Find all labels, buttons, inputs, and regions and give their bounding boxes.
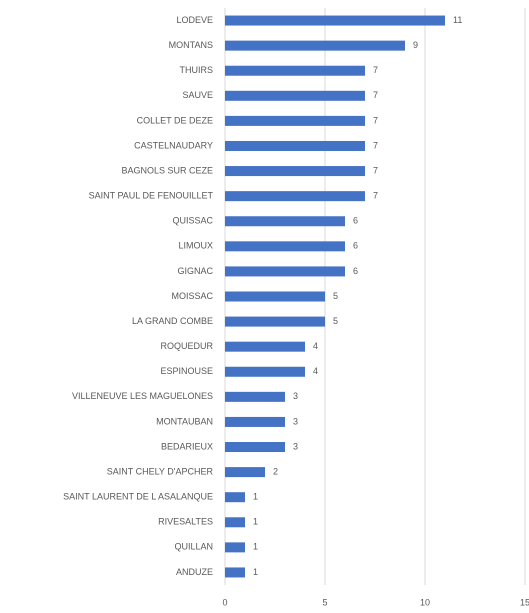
bar — [225, 115, 365, 126]
y-tick-label: LIMOUX — [178, 241, 213, 251]
bar — [225, 492, 245, 503]
value-label: 3 — [293, 391, 298, 401]
value-label: 6 — [353, 266, 358, 276]
bar — [225, 416, 285, 427]
bar — [225, 316, 325, 327]
value-label: 1 — [253, 517, 258, 527]
value-label: 7 — [373, 90, 378, 100]
x-tick-label: 15 — [520, 597, 529, 607]
y-tick-label: ROQUEDUR — [160, 341, 213, 351]
bar — [225, 366, 305, 377]
bar — [225, 40, 405, 51]
value-label: 9 — [413, 40, 418, 50]
value-label: 2 — [273, 466, 278, 476]
y-tick-label: CASTELNAUDARY — [134, 140, 213, 150]
bar — [225, 341, 305, 352]
bar — [225, 65, 365, 76]
bar — [225, 191, 365, 202]
y-tick-label: LA GRAND COMBE — [132, 316, 213, 326]
y-tick-label: SAUVE — [182, 90, 213, 100]
bar — [225, 140, 365, 151]
value-label: 6 — [353, 241, 358, 251]
y-tick-label: MONTAUBAN — [156, 416, 213, 426]
y-tick-label: BAGNOLS SUR CEZE — [121, 165, 213, 175]
y-tick-label: RIVESALTES — [158, 517, 213, 527]
x-tick-label: 0 — [222, 597, 227, 607]
value-label: 3 — [293, 416, 298, 426]
y-tick-label: MONTANS — [169, 40, 213, 50]
bar — [225, 216, 345, 227]
bar — [225, 266, 345, 277]
y-tick-label: LODEVE — [176, 15, 213, 25]
y-tick-label: QUILLAN — [174, 542, 213, 552]
value-label: 4 — [313, 366, 318, 376]
y-tick-label: THUIRS — [180, 65, 214, 75]
value-label: 4 — [313, 341, 318, 351]
bar — [225, 166, 365, 177]
y-tick-label: ANDUZE — [176, 567, 213, 577]
value-label: 6 — [353, 216, 358, 226]
bar — [225, 517, 245, 528]
x-tick-label: 10 — [420, 597, 430, 607]
y-tick-label: COLLET DE DEZE — [137, 115, 213, 125]
y-tick-label: QUISSAC — [172, 216, 213, 226]
y-tick-label: SAINT PAUL DE FENOUILLET — [89, 191, 214, 201]
value-label: 7 — [373, 165, 378, 175]
bar — [225, 391, 285, 402]
value-label: 3 — [293, 441, 298, 451]
bar — [225, 291, 325, 302]
bar — [225, 241, 345, 252]
bar — [225, 567, 245, 578]
value-label: 7 — [373, 115, 378, 125]
y-tick-label: SAINT LAURENT DE L ASALANQUE — [63, 492, 213, 502]
y-tick-label: GIGNAC — [177, 266, 213, 276]
value-label: 1 — [253, 492, 258, 502]
y-tick-label: BEDARIEUX — [161, 441, 213, 451]
bar — [225, 542, 245, 553]
value-label: 1 — [253, 542, 258, 552]
bar — [225, 467, 265, 478]
value-label: 7 — [373, 191, 378, 201]
bar — [225, 90, 365, 101]
value-label: 5 — [333, 291, 338, 301]
y-tick-label: MOISSAC — [171, 291, 213, 301]
value-label: 7 — [373, 65, 378, 75]
bar — [225, 442, 285, 453]
y-tick-label: VILLENEUVE LES MAGUELONES — [72, 391, 213, 401]
y-tick-label: SAINT CHELY D'APCHER — [107, 466, 214, 476]
value-label: 1 — [253, 567, 258, 577]
value-label: 5 — [333, 316, 338, 326]
y-tick-label: ESPINOUSE — [160, 366, 213, 376]
bar — [225, 15, 445, 26]
x-tick-label: 5 — [322, 597, 327, 607]
value-label: 11 — [453, 15, 462, 25]
value-label: 7 — [373, 140, 378, 150]
